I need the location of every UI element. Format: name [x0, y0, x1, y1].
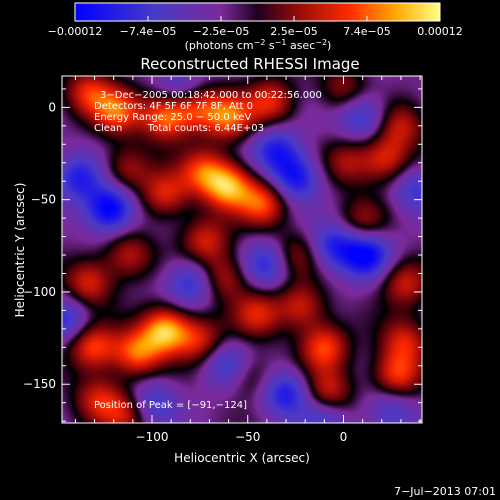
colorbar-tick-label: −0.00012 [48, 25, 103, 38]
colorbar-unit-label: (photons cm−2 s−1 asec−2) [185, 38, 332, 52]
colorbar [74, 2, 441, 22]
y-tick-label: −150 [23, 377, 56, 391]
y-tick-label: 0 [48, 100, 56, 114]
chart-title: Reconstructed RHESSI Image [140, 55, 359, 73]
y-tick-label: −100 [23, 285, 56, 299]
x-axis-label: Heliocentric X (arcsec) [174, 451, 310, 465]
annotation-energy: Energy Range: 25.0 − 50.0 keV [94, 112, 251, 123]
annotation-clean: Clean Total counts: 6.44E+03 [94, 123, 264, 134]
colorbar-tick-label: 7.4e−05 [343, 25, 390, 38]
annotation-peak: Position of Peak = [−91,−124] [94, 400, 247, 411]
annotation-time-range: 3−Dec−2005 00:18:42.000 to 00:22:56.000 [100, 90, 322, 101]
x-tick-label: −100 [136, 430, 169, 444]
colorbar-tick-label: −2.5e−05 [193, 25, 250, 38]
colorbar-ticks: −0.00012 −7.4e−05 −2.5e−05 2.5e−05 7.4e−05 0.… [48, 16, 463, 38]
axis-ticks: −100 −50 0 0 −50 −100 −150 [23, 76, 422, 444]
y-tick-label: −50 [31, 193, 56, 207]
annotation-detectors: Detectors: 4F 5F 6F 7F 8F, Att 0 [94, 101, 253, 112]
colorbar-tick-label: 0.00012 [417, 25, 463, 38]
x-tick-label: −50 [235, 430, 260, 444]
y-axis-label: Heliocentric Y (arcsec) [13, 183, 27, 318]
x-tick-label: 0 [340, 430, 348, 444]
plot-frame [61, 75, 423, 424]
footer-timestamp: 7−Jul−2013 07:01 [394, 485, 496, 498]
colorbar-tick-label: 2.5e−05 [270, 25, 317, 38]
colorbar-tick-label: −7.4e−05 [120, 25, 177, 38]
heatmap-image [62, 76, 422, 423]
